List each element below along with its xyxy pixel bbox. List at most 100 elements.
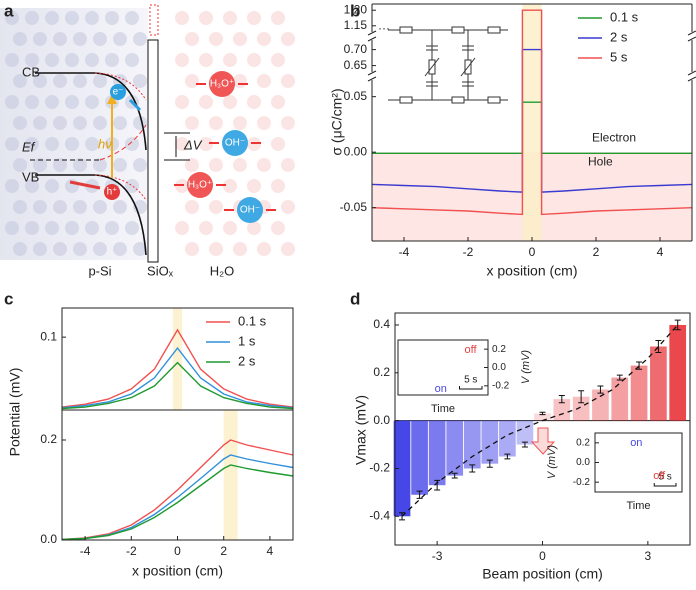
error-bar: [416, 490, 423, 499]
bar: [499, 420, 516, 457]
water-molecule: [271, 137, 285, 151]
lattice-atom: [73, 200, 87, 214]
lattice-atom: [65, 221, 79, 235]
annotation: off: [653, 470, 666, 482]
y-axis-label: σ (μC/cm²): [329, 88, 345, 155]
lattice-atom: [5, 95, 19, 109]
water-molecule: [233, 74, 247, 88]
diagram-label: SiOₓ: [147, 263, 174, 278]
panel-label: c: [4, 289, 13, 308]
axis-break: [687, 30, 696, 42]
water-molecule: [281, 242, 295, 256]
water-molecule: [209, 116, 223, 130]
bar: [446, 420, 464, 476]
bar: [650, 346, 667, 421]
lattice-atom: [13, 158, 27, 172]
y-tick-label: 0.00: [344, 144, 368, 158]
lattice-atom: [33, 116, 47, 130]
lattice-atom: [5, 137, 19, 151]
y-axis-label: V (mV): [546, 445, 558, 480]
lattice-atom: [33, 158, 47, 172]
inset-background: [398, 340, 488, 395]
lattice-atom: [85, 221, 99, 235]
water-molecule: [209, 32, 223, 46]
error-bar: [486, 459, 493, 468]
bar: [428, 420, 446, 486]
bar: [393, 420, 411, 517]
highlight-band: [172, 308, 183, 410]
diagram-label: H₃O⁺: [210, 79, 234, 90]
bar: [611, 377, 629, 421]
bar: [553, 399, 571, 421]
water-molecule: [281, 74, 295, 88]
lattice-atom: [13, 116, 27, 130]
lattice-atom: [5, 53, 19, 67]
y-tick-label: 0.0: [40, 532, 57, 546]
water-molecule: [223, 221, 237, 235]
resistor: [399, 26, 413, 34]
lattice-atom: [125, 137, 139, 151]
x-tick-label: -4: [80, 544, 91, 558]
series-line: [61, 346, 294, 409]
x-tick-label: 0: [539, 549, 546, 563]
lattice-atom: [133, 32, 147, 46]
lattice-atom: [53, 158, 67, 172]
error-bar: [469, 464, 476, 473]
bar: [516, 420, 534, 445]
bar: [630, 365, 648, 421]
plot-frame: [61, 409, 294, 541]
lattice-atom: [25, 221, 39, 235]
water-molecule: [223, 53, 237, 67]
error-bar: [655, 340, 662, 353]
water-molecule: [271, 221, 285, 235]
oxide-layer: [147, 39, 159, 263]
error-bar: [674, 319, 681, 331]
water-molecule: [175, 221, 189, 235]
lattice-atom: [5, 179, 19, 193]
lattice-atom: [65, 137, 79, 151]
highlight-band: [223, 410, 238, 540]
lattice-atom: [13, 32, 27, 46]
lattice-atom: [133, 158, 147, 172]
error-bar: [558, 395, 565, 404]
scale-bar: [459, 386, 483, 390]
lattice-atom: [85, 11, 99, 25]
y-axis-label: Vmax (mV): [353, 395, 369, 465]
lattice-atom: [125, 11, 139, 25]
si-region: [0, 8, 148, 260]
water-molecule: [271, 179, 285, 193]
error-bar: [504, 453, 511, 460]
legend-label: 1 s: [238, 333, 256, 348]
hole: [104, 184, 120, 200]
electron-arrow: [128, 98, 142, 112]
axis-break: [367, 70, 377, 82]
lattice-atom: [133, 116, 147, 130]
water-molecule: [209, 242, 223, 256]
lattice-atom: [125, 53, 139, 67]
water-molecule: [257, 242, 271, 256]
lattice-atom: [65, 11, 79, 25]
y-tick-label: 0.0: [492, 362, 506, 373]
dv-bracket: [164, 132, 190, 161]
water-molecule: [185, 116, 199, 130]
lattice-atom: [93, 116, 107, 130]
water-molecule: [199, 95, 213, 109]
series-line: [61, 439, 294, 541]
panel-label: b: [350, 1, 360, 20]
lattice-atom: [113, 116, 127, 130]
lattice-atom: [105, 221, 119, 235]
capacitor: [462, 45, 474, 51]
y-tick-label: 0.2: [492, 344, 506, 355]
water-molecule: [209, 158, 223, 172]
legend-label: 5 s: [610, 49, 628, 64]
lattice-atom: [53, 32, 67, 46]
y-tick-label: 0.2: [373, 365, 390, 379]
lattice-atom: [105, 11, 119, 25]
water-molecule: [247, 95, 261, 109]
water-molecule: [175, 11, 189, 25]
lattice-atom: [13, 242, 27, 256]
water-molecule: [257, 158, 271, 172]
lattice-atom: [65, 95, 79, 109]
y-tick-label: 1.20: [344, 2, 368, 16]
oxide-zoom: [149, 4, 159, 36]
